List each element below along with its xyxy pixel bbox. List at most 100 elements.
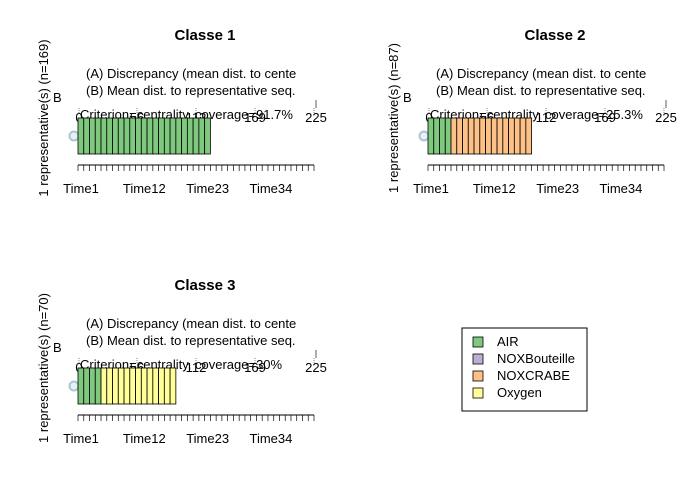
panel1-representative-marker (68, 130, 80, 142)
panel3-sequence-cell (123, 367, 131, 405)
panel2-sequence-cell (496, 117, 504, 155)
panel3-top-tick-label: 169 (244, 360, 266, 375)
panel2-sequence-cell (456, 117, 463, 155)
panel3-representative-marker (68, 380, 80, 392)
panel2-line-b: (B) Mean dist. to representative seq. (436, 83, 646, 98)
panel1-sequence-cell (158, 117, 165, 155)
panel3-sequence-cell (163, 367, 171, 405)
legend-swatch (472, 370, 484, 382)
panel2-sequence-cell (479, 117, 486, 155)
panel2-sequence-cell (502, 117, 509, 155)
panel1-line-a: (A) Discrepancy (mean dist. to cente (86, 66, 296, 81)
panel2-line-a: (A) Discrepancy (mean dist. to cente (436, 66, 646, 81)
panel1-top-tick-label: 225 (305, 110, 327, 125)
panel2-top-tick-label: 169 (594, 110, 616, 125)
panel2-top-tick-label: 112 (536, 110, 557, 125)
panel1-sequence-cell (89, 117, 96, 155)
panel1-sequence-cell (181, 117, 188, 155)
legend-swatch (472, 387, 484, 399)
legend-label: NOXCRABE (497, 368, 570, 383)
panel2-ylabel: 1 representative(s) (n=87) (386, 43, 401, 193)
panel2-sequence-cell (473, 117, 481, 155)
panel3-top-tick-label: 0 (75, 360, 82, 375)
panel1-sequence-cell (77, 117, 85, 155)
panel3-sequence-cell (135, 367, 142, 405)
panel2-x-tick-label: Time1 (413, 181, 449, 196)
panel2-sequence-cell (427, 117, 435, 155)
panel1-line-b: (B) Mean dist. to representative seq. (86, 83, 296, 98)
panel3-sequence-cell (169, 367, 177, 405)
panel3-x-tick-label: Time1 (63, 431, 99, 446)
panel3-sequence-cell (94, 367, 102, 405)
panel1-sequence-cell (175, 117, 183, 155)
panel3-sequence-cell (158, 367, 165, 405)
panel3-sequence-cell (117, 367, 125, 405)
panel3-sequence-cell (112, 367, 119, 405)
panel1-sequence-cell (83, 117, 90, 155)
panel1-top-tick-label: 169 (244, 110, 266, 125)
panel1-sequence-cell (135, 117, 142, 155)
panel3-x-tick-label: Time12 (123, 431, 166, 446)
panel3-line-b: (B) Mean dist. to representative seq. (86, 333, 296, 348)
panel2-sequence-cell (467, 117, 475, 155)
panel1-sequence-cell (94, 117, 102, 155)
legend-label: AIR (497, 334, 519, 349)
panel1-sequence-cell (100, 117, 108, 155)
panel3-sequence-cell (106, 367, 113, 405)
panel1-x-tick-label: Time1 (63, 181, 99, 196)
panel2-sequence-cell (450, 117, 458, 155)
panel2-sequence-cell (490, 117, 498, 155)
panel2-sequence-cell (444, 117, 452, 155)
panel3-x-tick-label: Time23 (186, 431, 229, 446)
panel2-sequence-cell (519, 117, 527, 155)
panel1-sequence-cell (198, 117, 206, 155)
panel3-line-a: (A) Discrepancy (mean dist. to cente (86, 316, 296, 331)
panel1-x-tick-label: Time12 (123, 181, 166, 196)
panel2-sequence-cell (525, 117, 533, 155)
panel3-top-tick-label: 225 (305, 360, 327, 375)
panel1-sequence-cell (112, 117, 119, 155)
panel2-x-tick-label: Time12 (473, 181, 516, 196)
panel1-sequence-cell (140, 117, 148, 155)
panel1-side-label: B (53, 90, 62, 105)
panel2-title: Classe 2 (525, 27, 586, 44)
panel1-sequence-cell (152, 117, 159, 155)
panel2-sequence-cell (485, 117, 492, 155)
panel3-side-label: B (53, 340, 62, 355)
legend-label: Oxygen (497, 385, 542, 400)
panel1-sequence-cell (129, 117, 136, 155)
panel2-x-tick-label: Time23 (536, 181, 579, 196)
panel1-title: Classe 1 (175, 27, 236, 44)
panel3-sequence-cell (89, 367, 96, 405)
legend-swatch (472, 353, 484, 365)
panel2-sequence-cell (513, 117, 521, 155)
panel2-top-tick-label: 225 (655, 110, 677, 125)
panel2-sequence-cell (439, 117, 446, 155)
panel1-x-tick-label: Time23 (186, 181, 229, 196)
panel3-sequence-cell (83, 367, 90, 405)
panel3-x-tick-label: Time34 (250, 431, 293, 446)
panel1-sequence-cell (192, 117, 200, 155)
panel2-side-label: B (403, 90, 412, 105)
panel1-sequence-cell (204, 117, 211, 155)
panel3-title: Classe 3 (175, 277, 236, 294)
panel1-sequence-cell (117, 117, 125, 155)
panel2-x-tick-label: Time34 (600, 181, 643, 196)
panel3-sequence-cell (140, 367, 148, 405)
panel1-sequence-cell (123, 117, 131, 155)
legend-swatch (472, 336, 484, 348)
panel1-sequence-cell (163, 117, 171, 155)
panel2-sequence-cell (433, 117, 440, 155)
panel2-sequence-cell (508, 117, 515, 155)
panel1-sequence-cell (169, 117, 177, 155)
panel3-ylabel: 1 representative(s) (n=70) (36, 293, 51, 443)
panel1-top-tick-label: 0 (75, 110, 82, 125)
panel3-top-tick-label: 112 (186, 360, 207, 375)
panel3-sequence-cell (100, 367, 108, 405)
panel1-ylabel: 1 representative(s) (n=169) (36, 39, 51, 196)
panel1-sequence-cell (106, 117, 113, 155)
panel2-sequence-cell (462, 117, 469, 155)
panel3-sequence-cell (77, 367, 85, 405)
panel3-sequence-cell (129, 367, 136, 405)
